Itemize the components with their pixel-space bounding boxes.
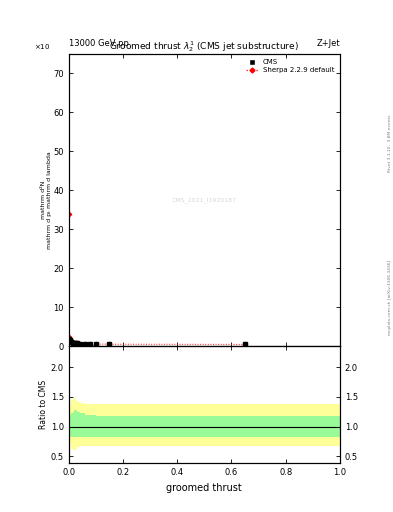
Text: CMS_2021_I1920187: CMS_2021_I1920187 bbox=[172, 197, 237, 203]
Text: $\times 10$: $\times 10$ bbox=[33, 42, 50, 51]
Text: 13000 GeV pp: 13000 GeV pp bbox=[69, 38, 129, 48]
Text: Rivet 3.1.10,  3.8M events: Rivet 3.1.10, 3.8M events bbox=[388, 115, 392, 172]
Y-axis label: mathrm d²N
mathrm d pₜ mathrm d lambda: mathrm d²N mathrm d pₜ mathrm d lambda bbox=[41, 151, 52, 249]
Title: Groomed thrust $\lambda_2^1$ (CMS jet substructure): Groomed thrust $\lambda_2^1$ (CMS jet su… bbox=[109, 39, 299, 54]
Text: Z+Jet: Z+Jet bbox=[316, 38, 340, 48]
Legend: CMS, Sherpa 2.2.9 default: CMS, Sherpa 2.2.9 default bbox=[243, 57, 336, 75]
X-axis label: groomed thrust: groomed thrust bbox=[167, 483, 242, 493]
Text: mcplots.cern.ch [arXiv:1306.3436]: mcplots.cern.ch [arXiv:1306.3436] bbox=[388, 260, 392, 334]
Y-axis label: Ratio to CMS: Ratio to CMS bbox=[39, 380, 48, 430]
